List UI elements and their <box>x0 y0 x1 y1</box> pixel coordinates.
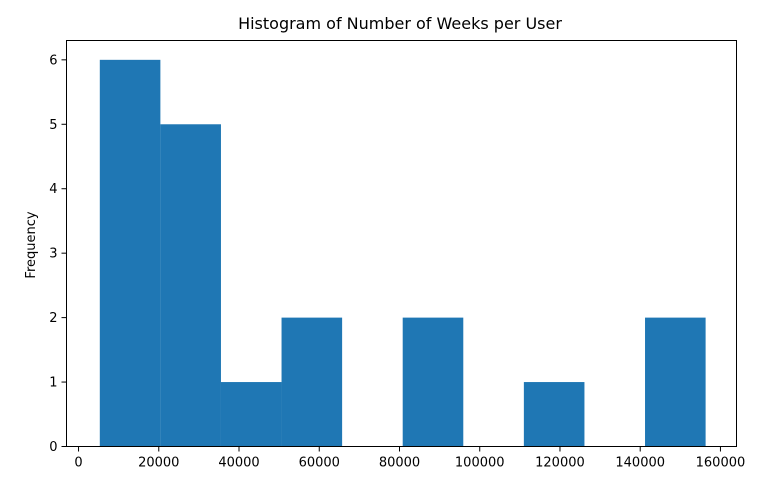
histogram-bar-3 <box>220 382 282 447</box>
x-tick-label-6: 120000 <box>535 456 585 471</box>
x-tick-label-2: 40000 <box>218 456 259 471</box>
histogram-bar-6 <box>402 317 464 447</box>
y-axis-label: Frequency <box>24 211 39 278</box>
y-tick-label-0: 0 <box>49 440 57 455</box>
x-tick-label-5: 100000 <box>455 456 505 471</box>
x-axis: 0 20000 40000 60000 80000 100000 120000 140000 1… <box>74 446 746 471</box>
y-tick-label-4: 4 <box>49 182 57 197</box>
y-tick-label-2: 2 <box>49 311 57 326</box>
y-tick-label-6: 6 <box>49 53 57 68</box>
x-tick-label-3: 60000 <box>299 456 340 471</box>
histogram-bar-4 <box>281 317 343 447</box>
x-tick-label-7: 140000 <box>615 456 665 471</box>
histogram-bar-10 <box>645 317 706 447</box>
histogram-bar-2 <box>160 124 221 447</box>
plot-frame <box>66 40 737 447</box>
histogram-bar-1 <box>99 59 161 447</box>
chart-title: Histogram of Number of Weeks per User <box>238 14 562 33</box>
y-tick-label-1: 1 <box>49 376 57 391</box>
x-tick-label-4: 80000 <box>379 456 420 471</box>
y-axis: 0 1 2 3 4 5 6 <box>49 53 67 455</box>
bars-group <box>99 59 706 447</box>
histogram-bar-8 <box>523 382 585 447</box>
x-tick-label-1: 20000 <box>138 456 179 471</box>
x-tick-label-8: 160000 <box>696 456 746 471</box>
y-tick-label-3: 3 <box>49 247 57 262</box>
y-tick-label-5: 5 <box>49 118 57 133</box>
x-tick-label-0: 0 <box>74 456 82 471</box>
